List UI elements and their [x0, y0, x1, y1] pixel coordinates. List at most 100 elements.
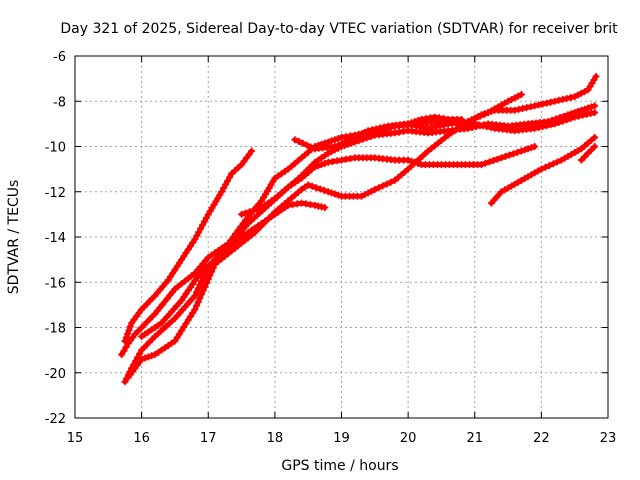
data-point: [220, 184, 228, 192]
data-point: [194, 298, 202, 306]
data-point: [120, 347, 128, 355]
data-point: [587, 103, 595, 111]
data-point: [457, 115, 465, 123]
data-point: [303, 141, 311, 149]
data-point: [577, 156, 585, 164]
y-tick-label: -18: [45, 322, 66, 337]
data-point: [567, 114, 575, 122]
data-point: [547, 121, 555, 129]
data-point: [184, 316, 192, 324]
data-point: [224, 177, 232, 185]
data-point: [299, 139, 307, 147]
data-point: [368, 126, 376, 134]
series-track-a: [121, 147, 256, 345]
data-point: [591, 102, 599, 110]
data-point: [497, 154, 505, 162]
y-tick-label: -8: [53, 95, 66, 110]
data-point: [138, 355, 146, 363]
data-point: [471, 120, 479, 128]
data-point: [321, 160, 329, 167]
x-tick-label: 23: [600, 431, 617, 446]
data-point: [334, 191, 342, 199]
data-point: [380, 123, 388, 131]
data-point: [246, 208, 254, 216]
data-point: [591, 133, 599, 141]
data-point: [196, 294, 204, 302]
data-point: [527, 144, 535, 152]
data-point: [484, 109, 492, 117]
data-point: [487, 107, 495, 115]
data-point: [191, 305, 199, 313]
data-point: [201, 283, 209, 291]
data-point: [581, 105, 589, 113]
data-point: [517, 147, 525, 155]
data-point: [387, 178, 395, 186]
data-point: [519, 105, 527, 112]
data-point: [318, 161, 325, 169]
data-point: [383, 180, 391, 188]
data-point: [505, 151, 513, 159]
data-point: [226, 173, 234, 181]
x-tick-label: 20: [400, 431, 417, 446]
data-point: [191, 235, 199, 243]
data-point: [592, 72, 600, 80]
data-point: [195, 228, 203, 236]
axis-ticks: 15 16 17 18 19 20 21 22 23 -22 -20 -18 -16 -14 -12 -10 -…: [45, 50, 617, 446]
data-point: [204, 275, 212, 283]
data-point: [376, 124, 384, 132]
data-point: [218, 188, 226, 196]
data-point: [203, 279, 211, 287]
data-point: [547, 98, 555, 106]
data-point: [571, 113, 579, 121]
data-point: [563, 95, 571, 102]
data-point: [311, 163, 319, 171]
y-tick-label: -22: [45, 412, 66, 427]
data-point: [414, 160, 422, 167]
data-point: [238, 210, 246, 218]
data-series: [118, 72, 600, 386]
data-point: [477, 111, 485, 119]
series-trace: [125, 73, 599, 380]
data-point: [134, 327, 142, 335]
data-point: [328, 137, 335, 145]
data-point: [404, 156, 412, 164]
data-point: [148, 352, 156, 360]
data-point: [553, 158, 561, 166]
data-point: [509, 150, 517, 158]
data-point: [331, 190, 339, 198]
y-tick-label: -12: [45, 186, 66, 201]
data-point: [555, 119, 563, 126]
data-point: [193, 288, 201, 296]
data-point: [411, 158, 419, 166]
data-point: [372, 125, 380, 133]
data-point: [375, 184, 383, 192]
data-point: [371, 186, 379, 193]
data-point: [408, 119, 415, 127]
data-point: [200, 218, 208, 225]
data-point: [513, 148, 521, 156]
data-point: [331, 143, 339, 150]
data-point: [549, 160, 557, 168]
chart-title: Day 321 of 2025, Sidereal Day-to-day VTE…: [60, 21, 618, 37]
data-point: [584, 104, 592, 112]
data-point: [551, 97, 559, 105]
data-point: [173, 334, 181, 342]
data-point: [122, 343, 130, 351]
data-point: [316, 185, 324, 193]
data-point: [535, 124, 543, 131]
grid: [75, 56, 608, 418]
data-point: [328, 189, 335, 197]
data-point: [208, 268, 216, 276]
x-tick-label: 15: [67, 431, 84, 446]
series-track-h: [338, 113, 465, 148]
x-tick-label: 16: [133, 431, 150, 446]
data-point: [475, 121, 483, 129]
data-point: [521, 146, 529, 154]
data-point: [524, 145, 532, 153]
data-point: [411, 118, 419, 126]
data-point: [501, 153, 509, 160]
data-point: [144, 353, 152, 361]
data-point: [543, 99, 551, 107]
series-track-d: [124, 72, 600, 381]
